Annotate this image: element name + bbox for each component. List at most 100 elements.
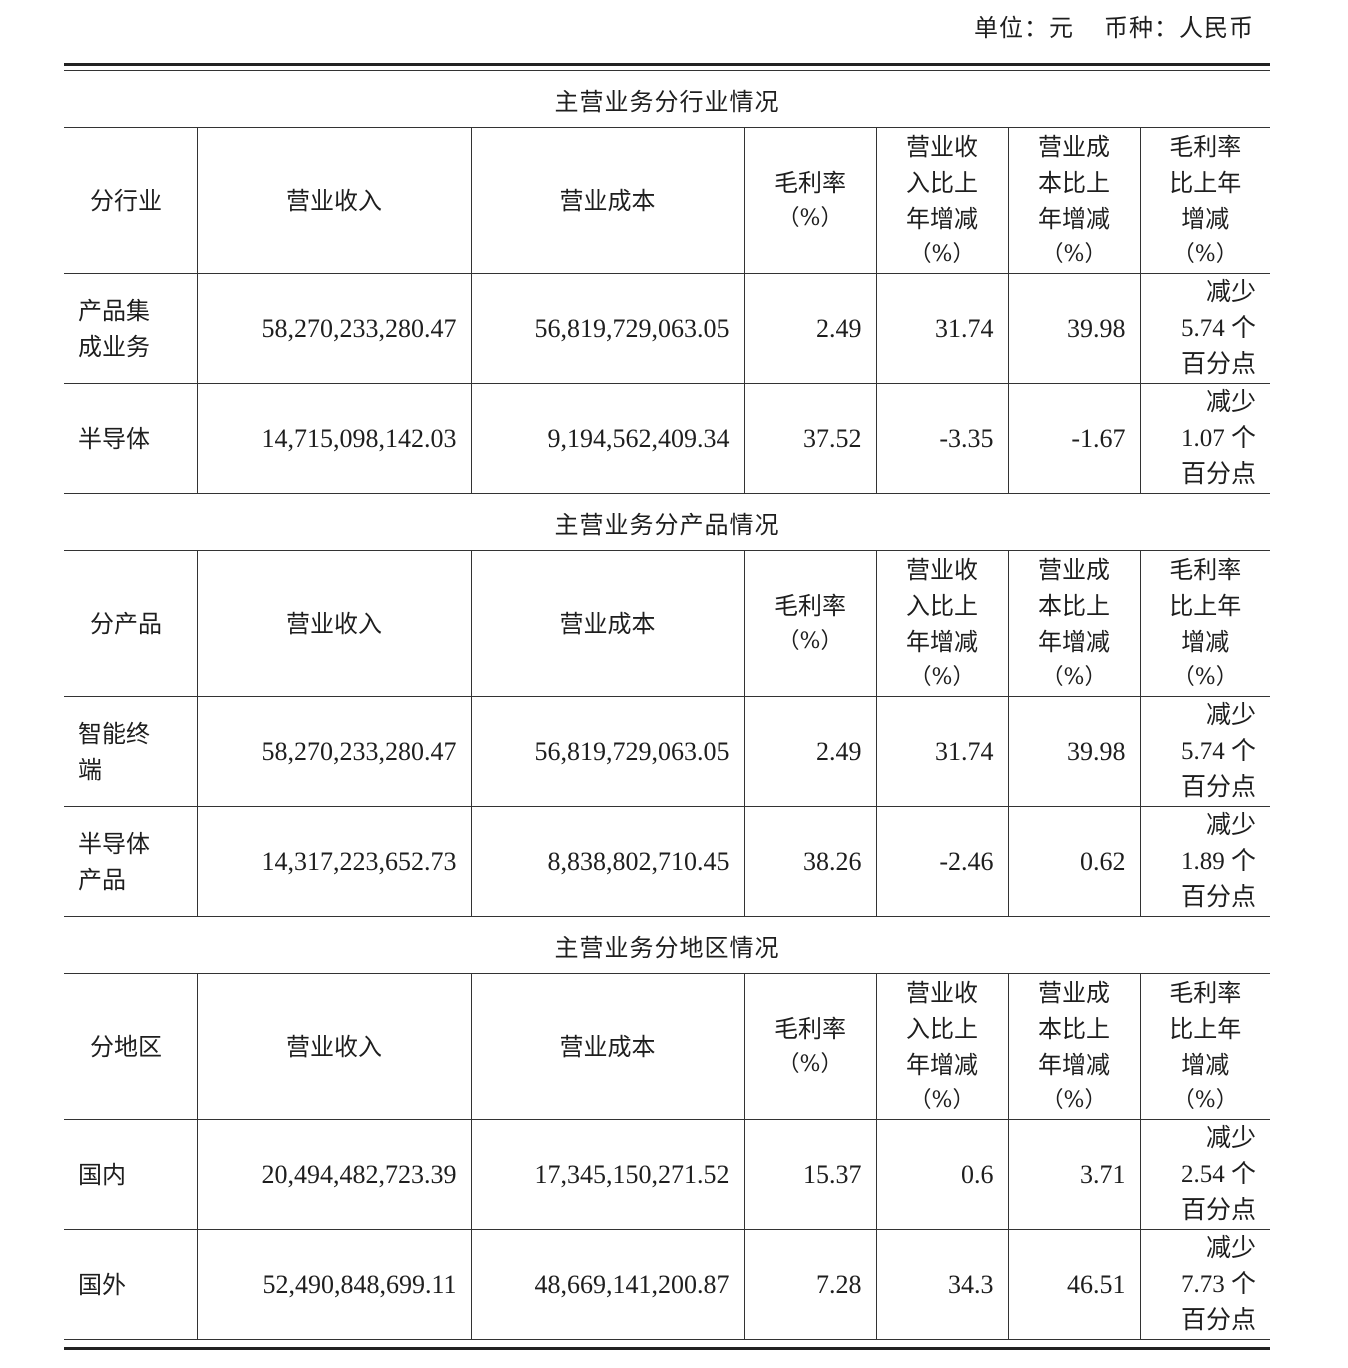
text-line: 减少 [1206, 1124, 1257, 1152]
text-line: 国外 [78, 1270, 126, 1299]
table-row: 智能终端 58,270,233,280.47 56,819,729,063.05 2.… [64, 696, 1271, 807]
header-category: 分行业 [64, 127, 198, 274]
text-line: 比上年 [1169, 168, 1242, 197]
currency-label: 币种：人民币 [1104, 14, 1254, 42]
text-line: （%） [777, 628, 843, 654]
text-line: 本比上 [1038, 591, 1110, 620]
cell-revenue-change: 34.3 [875, 1229, 1009, 1340]
cell-cost: 9,194,562,409.34 [470, 383, 745, 494]
section-title-row: 主营业务分行业情况 [64, 70, 1271, 128]
text-line: 2.54 个 [1181, 1160, 1257, 1188]
header-row: 分地区 营业收入 营业成本 毛利率 （%） 营业收 入比上 年增减 （%） 营业成 本比上 年增减 （%… [64, 973, 1271, 1120]
cell-cost-change: 0.62 [1007, 806, 1141, 917]
text-line: 减少 [1206, 388, 1257, 416]
text-line: 毛利率 [774, 1014, 846, 1043]
text-line: （%） [909, 1087, 975, 1113]
text-line: 增减 [1181, 627, 1230, 656]
header-margin-change: 毛利率 比上年 增减 （%） [1139, 550, 1271, 697]
cell-margin: 7.28 [743, 1229, 877, 1340]
header-margin: 毛利率 （%） [743, 127, 877, 274]
cell-cost: 17,345,150,271.52 [470, 1119, 745, 1230]
text-line: （%） [909, 664, 975, 690]
text-line: 毛利率 [774, 168, 846, 197]
text-line: 7.73 个 [1181, 1270, 1257, 1298]
text-line: 1.07 个 [1181, 424, 1257, 452]
text-line: 产品 [78, 865, 126, 894]
cell-cost: 56,819,729,063.05 [470, 273, 745, 384]
text-line: 成业务 [78, 332, 150, 361]
text-line: 比上年 [1169, 591, 1242, 620]
text-line: 百分点 [1181, 1306, 1257, 1334]
text-line: 减少 [1206, 811, 1257, 839]
text-line: （%） [1041, 664, 1107, 690]
cell-cost: 48,669,141,200.87 [470, 1229, 745, 1340]
text-line: 5.74 个 [1181, 314, 1257, 342]
main-business-table: 主营业务分行业情况 分行业 营业收入 营业成本 毛利率 （%） 营业收 入比上 年增减 （%） 营业… [64, 70, 1271, 1340]
cell-cost-change: 39.98 [1007, 273, 1141, 384]
text-line: 减少 [1206, 278, 1257, 306]
cell-revenue-change: -3.35 [875, 383, 1009, 494]
cell-margin: 15.37 [743, 1119, 877, 1230]
text-line: 百分点 [1181, 883, 1257, 911]
cell-revenue-change: 31.74 [875, 273, 1009, 384]
header-category: 分地区 [64, 973, 198, 1120]
header-cost: 营业成本 [470, 973, 745, 1120]
header-cost: 营业成本 [470, 127, 745, 274]
header-margin-change: 毛利率 比上年 增减 （%） [1139, 973, 1271, 1120]
header-margin-change: 毛利率 比上年 增减 （%） [1139, 127, 1271, 274]
section-title-row: 主营业务分产品情况 [64, 493, 1271, 551]
text-line: 毛利率 [1169, 978, 1242, 1007]
text-line: 比上年 [1169, 1014, 1242, 1043]
text-line: 减少 [1206, 1234, 1257, 1262]
header-revenue-change: 营业收 入比上 年增减 （%） [875, 127, 1009, 274]
text-line: 本比上 [1038, 1014, 1110, 1043]
text-line: 营业收 [906, 132, 978, 161]
text-line: 增减 [1181, 1050, 1230, 1079]
text-line: （%） [1172, 664, 1238, 690]
header-revenue: 营业收入 [196, 973, 472, 1120]
cell-revenue: 14,317,223,652.73 [196, 806, 472, 917]
cell-revenue: 58,270,233,280.47 [196, 696, 472, 807]
text-line: 年增减 [906, 1050, 978, 1079]
row-name: 国内 [64, 1119, 198, 1230]
row-name: 智能终端 [64, 696, 198, 807]
table-row: 产品集 成业务 58,270,233,280.47 56,819,729,063.05… [64, 273, 1271, 384]
cell-revenue-change: 0.6 [875, 1119, 1009, 1230]
text-line: 营业成 [1038, 555, 1110, 584]
text-line: 年增减 [906, 204, 978, 233]
text-line: 端 [78, 755, 102, 784]
cell-cost-change: -1.67 [1007, 383, 1141, 494]
table-row: 国内 20,494,482,723.39 17,345,150,271.52 15.3… [64, 1119, 1271, 1230]
table-row: 半导体 14,715,098,142.03 9,194,562,409.34 37.5… [64, 383, 1271, 494]
cell-cost-change: 39.98 [1007, 696, 1141, 807]
row-name: 产品集 成业务 [64, 273, 198, 384]
bottom-rule [64, 1347, 1270, 1350]
header-revenue-change: 营业收 入比上 年增减 （%） [875, 550, 1009, 697]
section-title-row: 主营业务分地区情况 [64, 916, 1271, 974]
text-line: 1.89 个 [1181, 847, 1257, 875]
header-revenue: 营业收入 [196, 550, 472, 697]
row-name: 半导体 [64, 383, 198, 494]
header-cost-change: 营业成 本比上 年增减 （%） [1007, 973, 1141, 1120]
header-cost: 营业成本 [470, 550, 745, 697]
text-line: 毛利率 [1169, 132, 1242, 161]
text-line: （%） [777, 1051, 843, 1077]
top-rule [64, 63, 1270, 66]
text-line: 毛利率 [774, 591, 846, 620]
header-margin: 毛利率 （%） [743, 550, 877, 697]
cell-margin-change: 减少 5.74 个百分点 [1139, 696, 1271, 807]
text-line: （%） [909, 241, 975, 267]
cell-revenue: 14,715,098,142.03 [196, 383, 472, 494]
text-line: 5.74 个 [1181, 737, 1257, 765]
section-title: 主营业务分产品情况 [64, 493, 1271, 551]
text-line: 入比上 [906, 1014, 978, 1043]
text-line: 营业收 [906, 978, 978, 1007]
text-line: 入比上 [906, 591, 978, 620]
header-cost-change: 营业成 本比上 年增减 （%） [1007, 550, 1141, 697]
text-line: 年增减 [1038, 1050, 1110, 1079]
text-line: 减少 [1206, 701, 1257, 729]
text-line: 半导体 [78, 829, 150, 858]
table-row: 半导体 产品 14,317,223,652.73 8,838,802,710.45 38… [64, 806, 1271, 917]
cell-margin-change: 减少 1.07 个百分点 [1139, 383, 1271, 494]
cell-cost-change: 46.51 [1007, 1229, 1141, 1340]
